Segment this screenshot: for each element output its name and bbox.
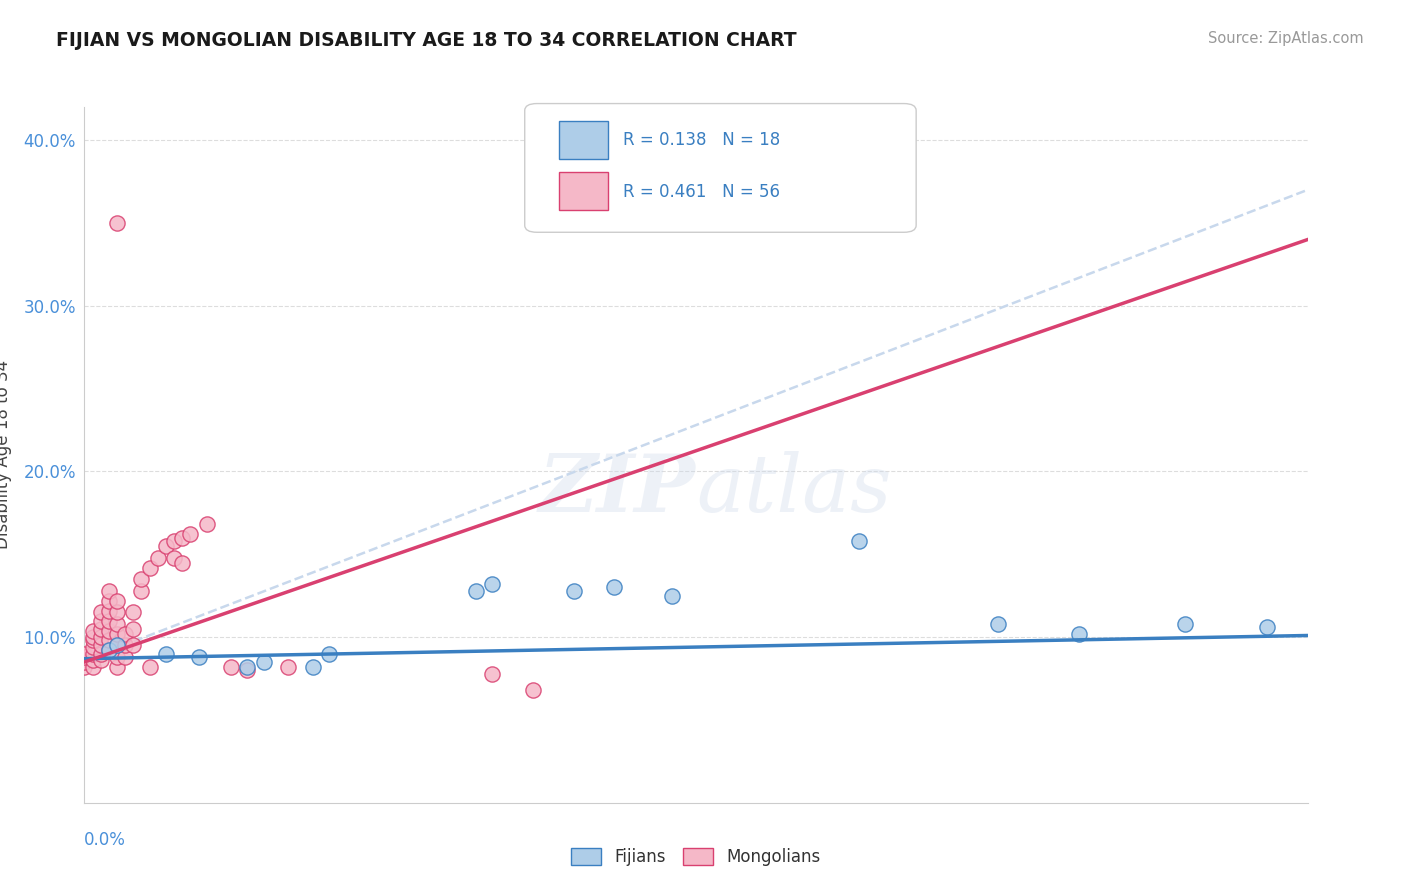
FancyBboxPatch shape xyxy=(560,121,607,159)
Text: FIJIAN VS MONGOLIAN DISABILITY AGE 18 TO 34 CORRELATION CHART: FIJIAN VS MONGOLIAN DISABILITY AGE 18 TO… xyxy=(56,31,797,50)
Point xyxy=(97,614,120,628)
Point xyxy=(122,622,145,636)
Point xyxy=(73,655,96,669)
Point xyxy=(253,655,276,669)
Point xyxy=(90,614,112,628)
Point xyxy=(82,660,104,674)
Point xyxy=(1174,616,1197,631)
Point xyxy=(90,653,112,667)
Point xyxy=(73,660,96,674)
Point xyxy=(481,666,503,681)
Point xyxy=(105,639,128,653)
Point xyxy=(155,647,177,661)
Point xyxy=(97,633,120,648)
Point xyxy=(172,556,194,570)
Point xyxy=(464,583,486,598)
Point xyxy=(131,583,153,598)
Point xyxy=(236,660,259,674)
Point xyxy=(1069,627,1091,641)
Point xyxy=(105,605,128,619)
Point xyxy=(114,627,136,641)
Point xyxy=(219,660,242,674)
Point xyxy=(138,660,160,674)
Point xyxy=(90,647,112,661)
Point xyxy=(105,616,128,631)
Text: 0.0%: 0.0% xyxy=(84,830,127,848)
Point xyxy=(277,660,299,674)
Point xyxy=(163,550,186,565)
Text: R = 0.138   N = 18: R = 0.138 N = 18 xyxy=(623,131,780,150)
Point xyxy=(105,650,128,665)
Point xyxy=(82,640,104,654)
Point xyxy=(105,660,128,674)
Point xyxy=(236,663,259,677)
Point xyxy=(73,650,96,665)
Point xyxy=(1256,620,1278,634)
Point xyxy=(97,604,120,618)
Point xyxy=(90,605,112,619)
Point xyxy=(987,616,1010,631)
Point xyxy=(481,577,503,591)
Point xyxy=(97,643,120,657)
Point xyxy=(82,647,104,661)
Point xyxy=(522,683,544,698)
Text: Source: ZipAtlas.com: Source: ZipAtlas.com xyxy=(1208,31,1364,46)
Y-axis label: Disability Age 18 to 34: Disability Age 18 to 34 xyxy=(0,360,13,549)
Point xyxy=(131,572,153,586)
Point xyxy=(82,633,104,648)
Legend: Fijians, Mongolians: Fijians, Mongolians xyxy=(562,839,830,874)
Point xyxy=(187,650,209,665)
Point xyxy=(138,560,160,574)
Point xyxy=(97,593,120,607)
FancyBboxPatch shape xyxy=(560,172,607,210)
Point xyxy=(848,534,870,549)
Point xyxy=(146,550,169,565)
Point xyxy=(82,653,104,667)
Point xyxy=(105,627,128,641)
Point xyxy=(122,605,145,619)
Point xyxy=(318,647,340,661)
Point xyxy=(603,581,626,595)
Point xyxy=(90,639,112,653)
Point xyxy=(301,660,323,674)
Point xyxy=(114,639,136,653)
Point xyxy=(155,539,177,553)
Point xyxy=(179,527,201,541)
Text: R = 0.461   N = 56: R = 0.461 N = 56 xyxy=(623,183,779,201)
Point xyxy=(105,593,128,607)
Point xyxy=(73,647,96,661)
Point xyxy=(97,624,120,638)
Point xyxy=(114,650,136,665)
Point xyxy=(661,589,683,603)
Point xyxy=(122,639,145,653)
Point xyxy=(105,639,128,653)
Point xyxy=(105,216,128,230)
Point xyxy=(195,517,218,532)
Text: atlas: atlas xyxy=(696,451,891,528)
Point xyxy=(90,630,112,644)
Point xyxy=(90,622,112,636)
Text: ZIP: ZIP xyxy=(538,451,696,528)
FancyBboxPatch shape xyxy=(524,103,917,232)
Point xyxy=(172,531,194,545)
Point xyxy=(562,583,585,598)
Point xyxy=(163,534,186,549)
Point xyxy=(82,630,104,644)
Point xyxy=(82,624,104,638)
Point xyxy=(97,643,120,657)
Point xyxy=(97,583,120,598)
